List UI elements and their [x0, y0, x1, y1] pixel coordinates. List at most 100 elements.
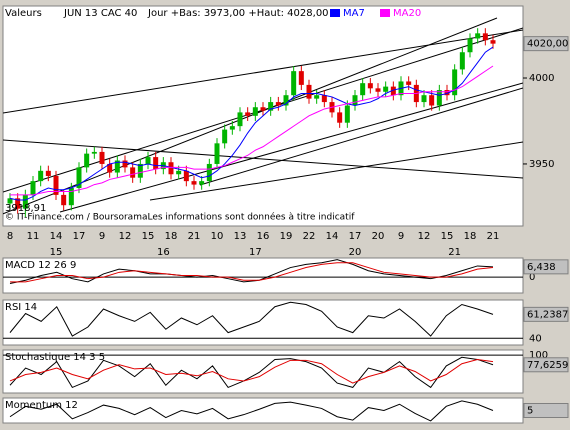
value-label: 61,2387: [527, 309, 568, 320]
candle-body: [91, 151, 97, 154]
candle-body: [367, 83, 373, 89]
footnote: © IT-Finance.com / BoursoramaLes informa…: [5, 212, 355, 223]
candle-body: [68, 188, 74, 206]
candle-body: [53, 175, 59, 195]
legend-label: MA20: [393, 8, 421, 19]
value-box: [523, 357, 569, 373]
x-group-label: 20: [349, 247, 362, 258]
x-group-label: 15: [50, 247, 63, 258]
candle-body: [206, 163, 212, 182]
candle-body: [153, 157, 159, 170]
legend-swatch: [380, 9, 390, 17]
value-box: [523, 306, 569, 322]
moving-average: [9, 46, 494, 201]
candle-body: [306, 84, 312, 99]
candle-body: [452, 69, 458, 96]
x-tick-label: 14: [326, 231, 339, 242]
candle-body: [444, 90, 450, 96]
chart-subtitle: Jour +Bas: 3973,00 +Haut: 4028,00: [147, 8, 329, 19]
indicator-line: [9, 400, 494, 422]
candle-body: [130, 167, 136, 178]
y-tick-label: 40: [529, 333, 542, 344]
moving-average: [10, 65, 494, 196]
min-label: 3918,91: [5, 203, 46, 214]
candle-body: [30, 181, 36, 195]
candle-body: [475, 33, 481, 39]
candle-body: [352, 95, 358, 106]
candle-body: [298, 71, 304, 85]
candle-body: [137, 163, 143, 178]
x-tick-label: 20: [372, 231, 385, 242]
candle-body: [421, 95, 427, 103]
x-group-label: 17: [249, 247, 262, 258]
candle-body: [321, 95, 327, 103]
value-box: [523, 403, 569, 418]
indicator-line: [9, 259, 494, 284]
candle-body: [459, 52, 465, 70]
candle-body: [61, 194, 67, 206]
candle-body: [467, 38, 473, 53]
candle-body: [245, 112, 251, 116]
x-tick-label: 14: [50, 231, 63, 242]
candle-body: [237, 112, 243, 127]
trendline: [3, 139, 523, 179]
x-group-label: 16: [157, 247, 170, 258]
candle-body: [214, 143, 220, 164]
indicator-line: [9, 358, 494, 384]
y-tick-label: 3950: [529, 159, 554, 170]
candle-body: [38, 170, 44, 182]
candle-body: [45, 170, 51, 176]
candle-body: [314, 95, 320, 99]
x-tick-label: 12: [418, 231, 431, 242]
x-tick-label: 17: [73, 231, 86, 242]
x-tick-label: 19: [280, 231, 293, 242]
candle-body: [291, 71, 297, 96]
x-tick-label: 22: [303, 231, 316, 242]
x-tick-label: 16: [257, 231, 270, 242]
legend-title: Valeurs: [5, 8, 42, 19]
candle-body: [183, 170, 189, 182]
y-tick-label: 100: [529, 350, 548, 361]
value-label: 6,438: [527, 262, 556, 273]
candle-body: [7, 198, 13, 204]
x-tick-label: 11: [27, 231, 40, 242]
candle-body: [99, 151, 105, 164]
trendline: [149, 141, 523, 201]
indicator-line: [9, 301, 494, 337]
y-tick-label: 0: [529, 272, 535, 283]
candle-body: [436, 90, 442, 106]
candle-body: [229, 126, 235, 130]
candle-body: [406, 81, 412, 85]
value-box: [523, 259, 569, 275]
x-tick-label: 21: [188, 231, 201, 242]
candle-body: [383, 86, 389, 92]
x-tick-label: 17: [349, 231, 362, 242]
x-tick-label: 18: [165, 231, 178, 242]
chart-title: JUN 13 CAC 40: [63, 8, 137, 19]
value-label: 5: [527, 406, 533, 417]
candle-body: [191, 181, 197, 185]
x-tick-label: 15: [142, 231, 155, 242]
candle-body: [176, 170, 182, 175]
panel-title: MACD 12 26 9: [5, 260, 76, 271]
candle-body: [260, 107, 266, 111]
candle-body: [107, 163, 113, 173]
candle-body: [390, 86, 396, 96]
candle-body: [122, 160, 128, 168]
indicator-line: [10, 262, 494, 283]
x-tick-label: 21: [487, 231, 500, 242]
panel-title: Stochastique 14 3 5: [5, 352, 105, 363]
candle-body: [337, 112, 343, 123]
value-label: 77,6259: [527, 360, 568, 371]
trendline: [3, 29, 523, 114]
panel-title: RSI 14: [5, 302, 37, 313]
legend-label: MA7: [343, 8, 365, 19]
x-tick-label: 18: [464, 231, 477, 242]
trendline: [199, 87, 523, 186]
candle-body: [199, 181, 205, 185]
x-tick-label: 9: [398, 231, 404, 242]
candle-body: [283, 95, 289, 106]
candle-body: [252, 107, 258, 116]
y-tick-label: 4000: [529, 73, 554, 84]
